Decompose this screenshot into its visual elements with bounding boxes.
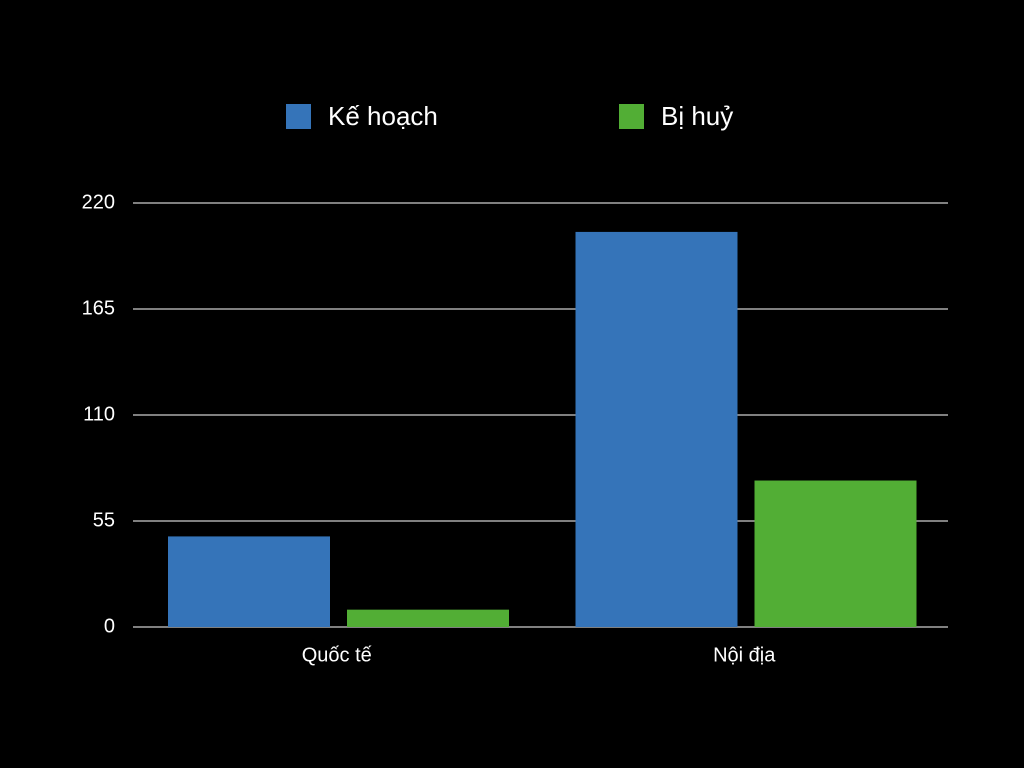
- y-tick-label: 110: [83, 403, 115, 425]
- x-tick-label: Quốc tế: [302, 644, 372, 666]
- y-tick-label: 0: [104, 615, 115, 637]
- y-tick-label: 165: [82, 297, 115, 319]
- legend-swatch: [286, 104, 311, 129]
- bar: [575, 231, 738, 627]
- bar: [168, 536, 330, 627]
- y-tick-label: 220: [82, 191, 115, 213]
- legend-swatch: [619, 104, 644, 129]
- bar: [347, 609, 509, 627]
- legend-label: Kế hoạch: [328, 101, 438, 131]
- legend-label: Bị huỷ: [661, 101, 733, 131]
- y-tick-label: 55: [93, 509, 115, 531]
- bar: [754, 480, 917, 627]
- x-tick-label: Nội địa: [713, 644, 776, 666]
